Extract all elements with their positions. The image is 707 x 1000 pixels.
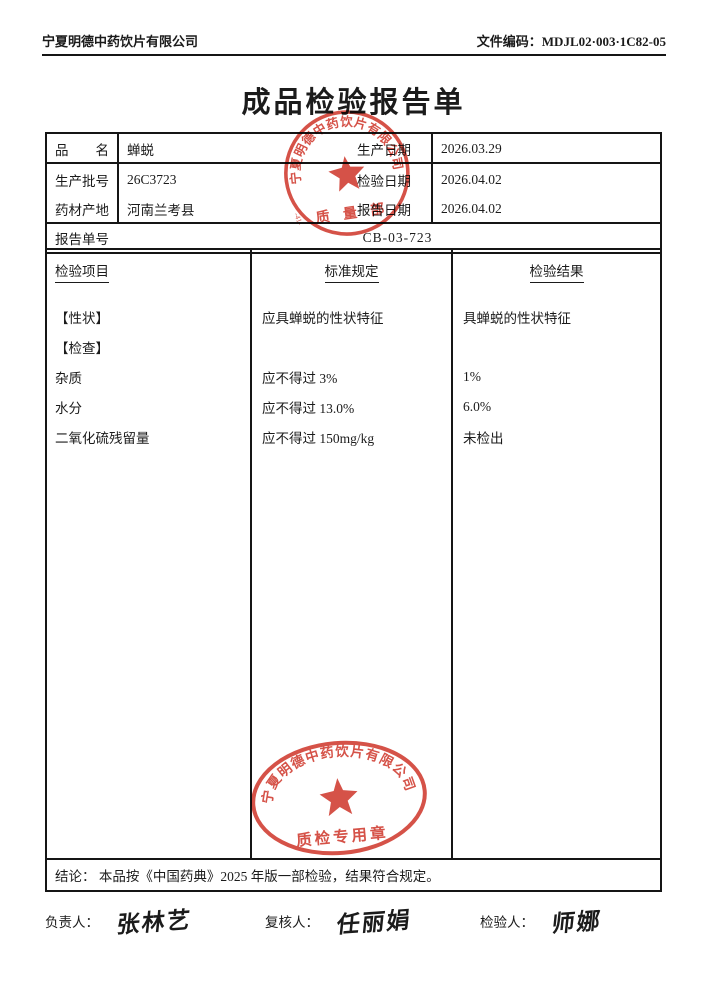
stamp-bottom-text: 质 量 部	[315, 200, 391, 227]
row-result: 6.0%	[463, 399, 492, 414]
info-value: 26C3723	[127, 172, 177, 187]
info-value: 2026.04.02	[441, 172, 502, 187]
signature-label: 检验人：	[480, 915, 534, 930]
stamp-side-mark: -41-	[292, 211, 305, 226]
row-standard: 应不得过 150mg/kg	[262, 431, 375, 446]
column-header-item: 检验项目	[47, 250, 250, 302]
signature-handwriting: 任丽娟	[335, 907, 413, 938]
row-standard: 应不得过 3%	[262, 371, 338, 386]
row-result: 1%	[463, 369, 481, 384]
row-item: 杂质	[55, 371, 82, 386]
column-header-result: 检验结果	[453, 250, 660, 302]
row-item: 水分	[55, 401, 82, 416]
row-standard: 应不得过 13.0%	[262, 401, 355, 416]
page-header: 宁夏明德中药饮片有限公司 文件编码：MDJL02·003·1C82-05	[42, 31, 666, 50]
signature-responsible: 负责人： 张林艺	[45, 903, 265, 937]
signature-handwriting: 师娜	[550, 908, 604, 937]
company-name: 宁夏明德中药饮片有限公司	[42, 34, 199, 49]
star-icon	[319, 778, 358, 817]
signature-reviewer: 复核人： 任丽娟	[265, 903, 480, 937]
doc-code: 文件编码：MDJL02·003·1C82-05	[477, 31, 666, 50]
signature-handwriting: 张林艺	[115, 907, 193, 938]
info-label: 药材产地	[47, 194, 119, 224]
info-value: 2026.03.29	[433, 134, 660, 164]
row-result	[453, 332, 660, 362]
info-table: 品 名 蝉蜕 生产日期 2026.03.29 生产批号 26C3723 检验日期…	[45, 132, 662, 254]
quality-dept-stamp: 宁夏明德中药饮片有限公司 质 量 部 -41-	[270, 99, 423, 249]
row-result: 具蝉蜕的性状特征	[463, 311, 571, 326]
signature-row: 负责人： 张林艺 复核人： 任丽娟 检验人： 师娜	[45, 903, 662, 937]
doc-code-label: 文件编码：	[476, 34, 542, 49]
stamp-ring	[284, 110, 410, 236]
info-value: 蝉蜕	[119, 134, 349, 164]
column-header-standard: 标准规定	[252, 250, 451, 302]
row-item: 【性状】	[55, 311, 109, 326]
info-label: 生产日期	[349, 134, 433, 164]
conclusion-row: 结论： 本品按《中国药典》2025 年版一部检验，结果符合规定。	[45, 858, 662, 892]
row-item: 二氧化硫残留量	[55, 431, 150, 446]
column-results: 检验结果 具蝉蜕的性状特征 1% 6.0% 未检出	[453, 250, 660, 858]
info-label: 检验日期	[349, 164, 433, 194]
signature-label: 复核人：	[265, 915, 319, 930]
column-standards: 标准规定 应具蝉蜕的性状特征 应不得过 3% 应不得过 13.0% 应不得过 1…	[252, 250, 453, 858]
qc-seal-stamp: 宁夏明德中药饮片有限公司 质检专用章	[243, 730, 435, 865]
info-value: 河南兰考县	[119, 194, 349, 224]
row-standard: 应具蝉蜕的性状特征	[262, 311, 384, 326]
row-standard	[252, 332, 451, 362]
signature-label: 负责人：	[45, 915, 99, 930]
report-number-row: 报告单号 CB-03-723	[47, 224, 660, 252]
info-label: 生产批号	[47, 164, 119, 194]
report-number-label: 报告单号	[55, 232, 109, 247]
signature-inspector: 检验人： 师娜	[480, 903, 660, 937]
doc-code-value: MDJL02·003·1C82-05	[541, 34, 666, 49]
row-item: 【检查】	[55, 341, 109, 356]
star-icon	[328, 156, 365, 192]
column-items: 检验项目 【性状】 【检查】 杂质 水分 二氧化硫残留量	[47, 250, 252, 858]
info-label: 品 名	[47, 134, 119, 164]
report-number-value: CB-03-723	[362, 230, 433, 245]
stamp-ring	[251, 740, 427, 856]
info-value: 2026.04.02	[433, 194, 660, 224]
header-rule	[42, 54, 666, 56]
row-result: 未检出	[463, 431, 504, 446]
